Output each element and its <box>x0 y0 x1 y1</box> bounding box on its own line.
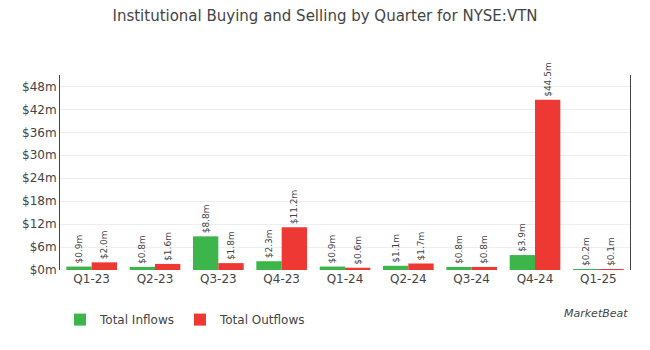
svg-text:Total Inflows: Total Inflows <box>99 313 174 327</box>
svg-text:$18m: $18m <box>22 194 57 208</box>
svg-text:$36m: $36m <box>22 126 57 140</box>
svg-text:$1.1m: $1.1m <box>391 234 401 263</box>
svg-text:$6m: $6m <box>30 240 57 254</box>
svg-text:$0.9m: $0.9m <box>327 235 337 264</box>
svg-text:$0.6m: $0.6m <box>353 236 363 265</box>
svg-text:$30m: $30m <box>22 148 57 162</box>
svg-text:Q1-24: Q1-24 <box>327 272 364 286</box>
svg-text:$0.9m: $0.9m <box>74 235 84 264</box>
svg-text:Total Outflows: Total Outflows <box>219 313 305 327</box>
svg-text:Q1-25: Q1-25 <box>580 272 617 286</box>
svg-text:Q2-24: Q2-24 <box>390 272 427 286</box>
svg-text:$1.7m: $1.7m <box>416 232 426 261</box>
svg-text:Q1-23: Q1-23 <box>73 272 110 286</box>
svg-text:$44.5m: $44.5m <box>543 62 553 97</box>
svg-text:Q3-23: Q3-23 <box>200 272 237 286</box>
svg-text:Q3-24: Q3-24 <box>453 272 490 286</box>
svg-text:MarketBeat: MarketBeat <box>564 307 628 320</box>
svg-text:$42m: $42m <box>22 103 57 117</box>
svg-text:$0.2m: $0.2m <box>581 237 591 266</box>
svg-text:$12m: $12m <box>22 217 57 231</box>
svg-text:$2.0m: $2.0m <box>99 231 109 260</box>
svg-text:$8.8m: $8.8m <box>201 205 211 234</box>
svg-text:$2.3m: $2.3m <box>264 229 274 258</box>
svg-text:$0m: $0m <box>30 263 57 277</box>
svg-text:Q4-23: Q4-23 <box>263 272 300 286</box>
svg-text:$0.8m: $0.8m <box>479 235 489 264</box>
svg-text:$0.8m: $0.8m <box>454 235 464 264</box>
svg-text:$1.6m: $1.6m <box>163 232 173 261</box>
svg-text:$1.8m: $1.8m <box>226 231 236 260</box>
svg-text:Q2-23: Q2-23 <box>137 272 174 286</box>
svg-text:$0.1m: $0.1m <box>606 237 616 266</box>
svg-text:Q4-24: Q4-24 <box>517 272 554 286</box>
svg-text:$0.8m: $0.8m <box>137 235 147 264</box>
svg-text:$3.9m: $3.9m <box>517 223 527 252</box>
svg-text:Institutional Buying and Selli: Institutional Buying and Selling by Quar… <box>112 7 537 25</box>
svg-text:$11.2m: $11.2m <box>289 190 299 225</box>
svg-text:$48m: $48m <box>22 80 57 94</box>
svg-text:$24m: $24m <box>22 171 57 185</box>
